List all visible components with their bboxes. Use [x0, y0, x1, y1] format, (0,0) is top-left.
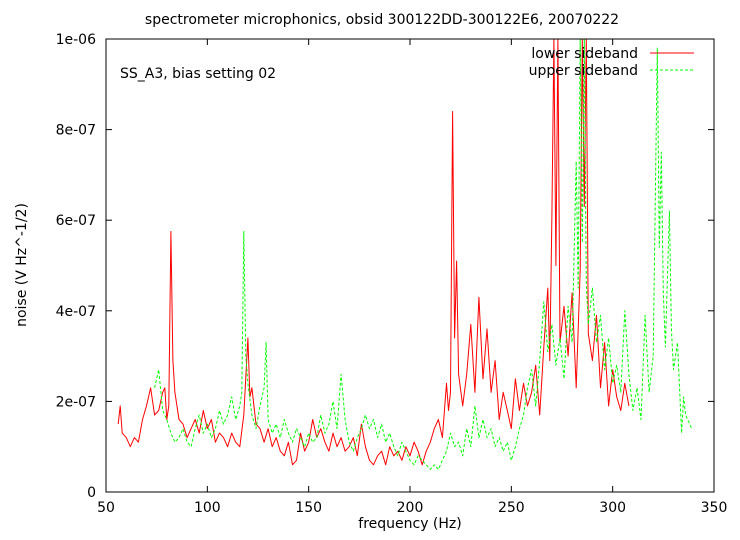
series-layer	[117, 39, 693, 470]
x-tick-label: 200	[397, 500, 424, 516]
chart-title: spectrometer microphonics, obsid 300122D…	[145, 12, 619, 28]
series-line-lower-sideband	[117, 39, 630, 466]
y-axis-label: noise (V Hz^-1/2)	[14, 203, 30, 327]
x-tick-label: 50	[97, 500, 115, 516]
y-tick-label: 2e-07	[56, 394, 96, 410]
legend-label: upper sideband	[529, 63, 638, 79]
y-axis: 0 2e-07 4e-07 6e-07 8e-07 1e-06	[56, 32, 714, 501]
y-tick-label: 1e-06	[56, 32, 96, 48]
y-tick-label: 6e-07	[56, 213, 96, 229]
x-tick-label: 300	[599, 500, 626, 516]
legend-label: lower sideband	[531, 46, 638, 62]
x-tick-label: 250	[498, 500, 525, 516]
y-tick-label: 8e-07	[56, 123, 96, 139]
x-tick-label: 100	[194, 500, 221, 516]
x-axis: 50 100 150 200 250 300 350	[97, 39, 727, 516]
series-line-upper-sideband	[154, 39, 693, 470]
y-tick-label: 0	[87, 485, 96, 501]
y-tick-label: 4e-07	[56, 304, 96, 320]
x-tick-label: 150	[295, 500, 322, 516]
x-axis-label: frequency (Hz)	[358, 516, 461, 532]
plot-frame	[105, 38, 715, 493]
plot-annotation: SS_A3, bias setting 02	[120, 66, 276, 82]
x-tick-label: 350	[701, 500, 728, 516]
